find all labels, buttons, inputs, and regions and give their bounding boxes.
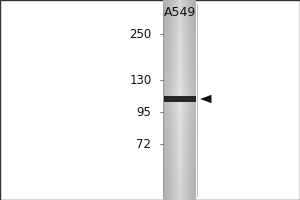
Bar	[164, 160, 196, 167]
Bar	[178, 0, 179, 200]
Bar	[164, 113, 196, 120]
Bar	[185, 0, 186, 200]
Bar	[183, 0, 184, 200]
Bar	[181, 0, 182, 200]
Bar	[164, 153, 196, 160]
Bar	[164, 67, 196, 73]
Bar	[164, 147, 196, 153]
Bar	[164, 53, 196, 60]
Bar	[168, 0, 169, 200]
Bar	[164, 33, 196, 40]
Text: 250: 250	[129, 27, 152, 40]
Bar	[164, 80, 196, 87]
Bar	[164, 87, 196, 93]
Bar	[164, 73, 196, 80]
Bar	[164, 127, 196, 133]
Bar	[164, 0, 165, 200]
Bar	[164, 193, 196, 200]
Bar	[164, 27, 196, 33]
Bar	[188, 0, 189, 200]
Text: 130: 130	[129, 73, 152, 86]
Bar	[164, 107, 196, 113]
Bar	[182, 0, 183, 200]
Bar	[195, 0, 196, 200]
Bar	[190, 0, 191, 200]
Bar	[165, 0, 166, 200]
Bar	[164, 187, 196, 193]
Bar	[172, 0, 173, 200]
Bar	[164, 140, 196, 147]
Bar	[164, 167, 196, 173]
Bar	[164, 93, 196, 100]
Bar	[164, 40, 196, 47]
Bar	[164, 180, 196, 187]
Bar	[193, 0, 194, 200]
Bar	[169, 0, 170, 200]
Bar	[164, 173, 196, 180]
Bar	[164, 47, 196, 53]
Bar	[189, 0, 190, 200]
Bar	[177, 0, 178, 200]
Bar	[164, 96, 196, 102]
Text: A549: A549	[164, 6, 196, 20]
Bar	[164, 100, 196, 107]
Text: 95: 95	[136, 106, 152, 118]
Bar	[184, 0, 185, 200]
Bar	[164, 20, 196, 27]
Bar	[164, 133, 196, 140]
Bar	[164, 120, 196, 127]
Bar	[164, 13, 196, 20]
Bar	[164, 60, 196, 67]
Bar	[186, 0, 187, 200]
Bar	[187, 0, 188, 200]
Bar	[192, 0, 193, 200]
Bar	[194, 0, 195, 200]
Bar	[164, 7, 196, 13]
Polygon shape	[200, 95, 212, 103]
Bar	[179, 0, 180, 200]
Bar	[170, 0, 171, 200]
Bar	[167, 0, 168, 200]
Bar	[173, 0, 174, 200]
Bar	[174, 0, 175, 200]
Bar	[175, 0, 176, 200]
Bar	[166, 0, 167, 200]
Bar	[180, 0, 181, 200]
Bar	[171, 0, 172, 200]
Text: 72: 72	[136, 138, 152, 150]
Bar	[168, 0, 169, 200]
Bar	[176, 0, 177, 200]
Bar	[164, 0, 196, 7]
Bar	[191, 0, 192, 200]
